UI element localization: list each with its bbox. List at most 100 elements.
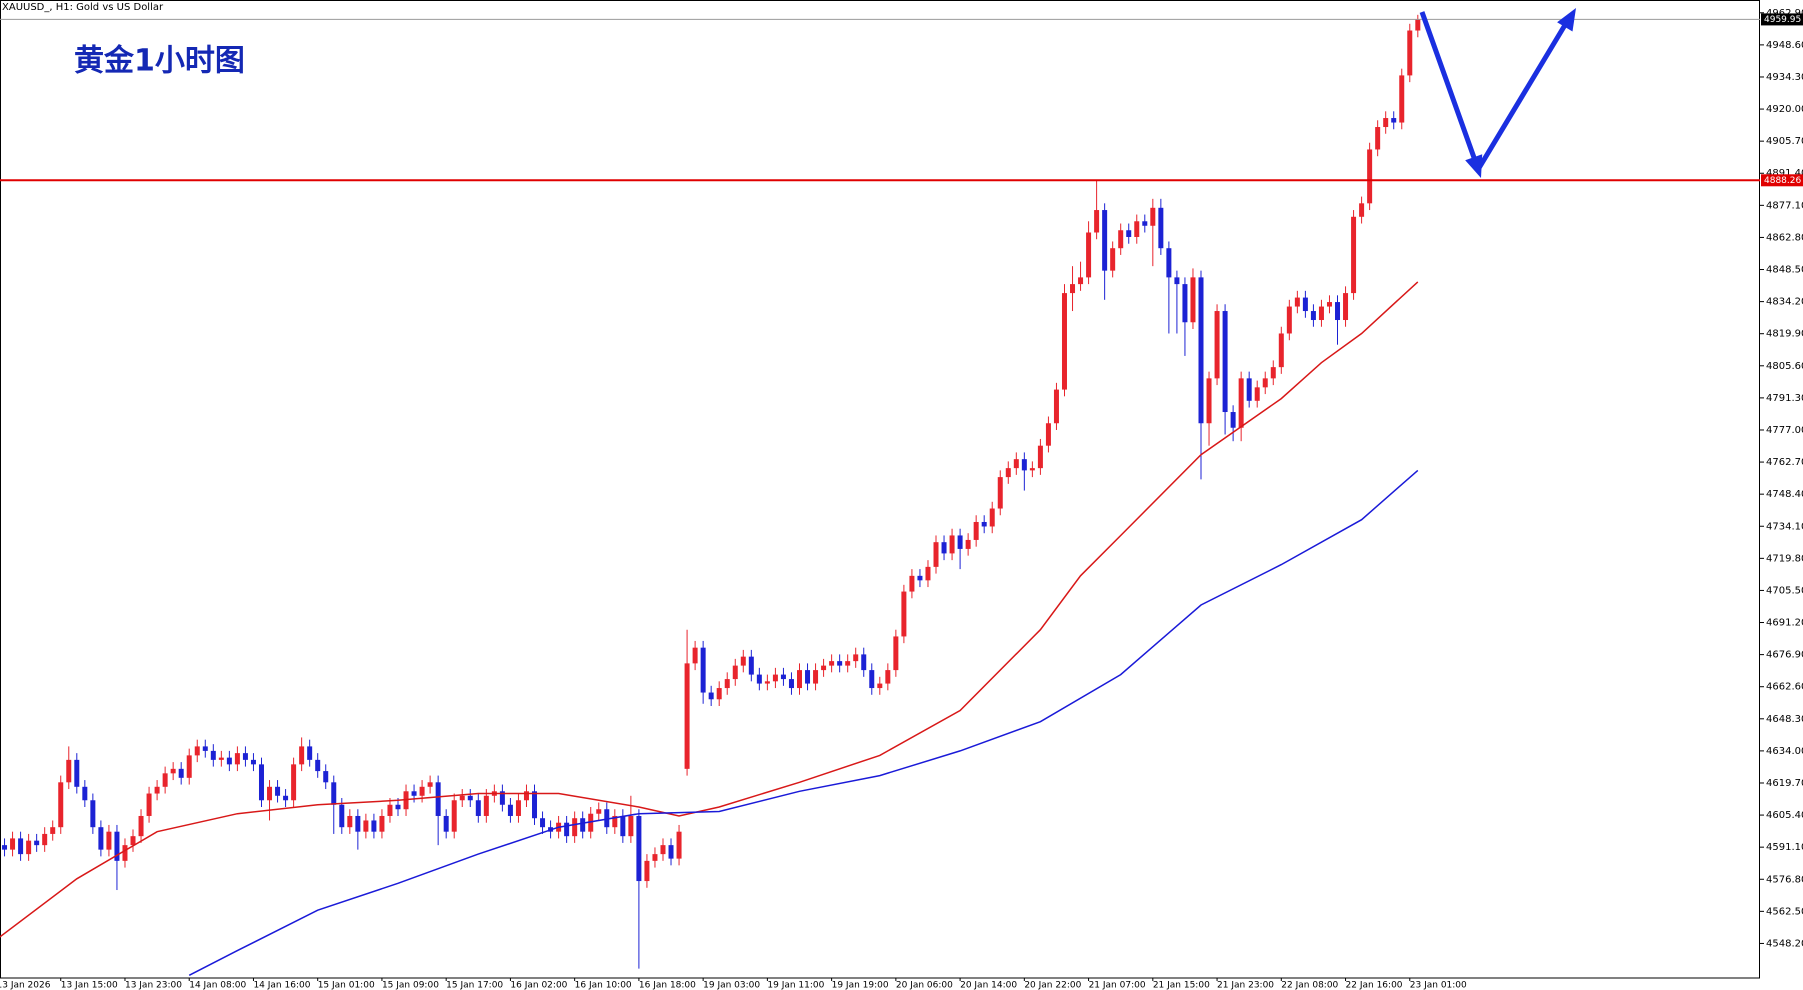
y-tick-label: 4905.70 [1766, 136, 1803, 147]
y-tick-label: 4576.80 [1766, 874, 1803, 885]
candle-body [451, 800, 457, 832]
candle-body [885, 670, 891, 684]
x-tick-label: 16 Jan 10:00 [575, 981, 632, 990]
y-tick-label: 4619.70 [1766, 778, 1803, 789]
candle-body [853, 654, 859, 662]
candle-body [1335, 302, 1341, 321]
candle-body [708, 692, 714, 700]
candle-body [1078, 277, 1084, 285]
candle-body [435, 782, 441, 816]
candle-body [580, 818, 586, 832]
candle-body [1182, 284, 1188, 323]
y-tick-label: 4705.50 [1766, 585, 1803, 596]
candle-body [315, 759, 321, 772]
candle-body [50, 827, 56, 834]
candle-body [291, 764, 297, 801]
y-tick-label: 4762.70 [1766, 457, 1803, 468]
candle-body [1029, 468, 1035, 471]
candle-body [957, 535, 963, 549]
candle-body [26, 840, 32, 855]
candle-body [1318, 306, 1324, 321]
candle-body [788, 679, 794, 689]
candle-body [98, 827, 104, 850]
candle-body [716, 688, 722, 700]
candle-body [130, 836, 136, 846]
candle-body [467, 795, 473, 801]
candle-body [620, 815, 626, 837]
level-price-label: 4888.26 [1764, 176, 1801, 186]
candle-body [764, 681, 770, 684]
candle-body [989, 508, 995, 527]
candle-body [106, 831, 112, 850]
y-tick-label: 4891.40 [1766, 168, 1803, 179]
candle-body [523, 791, 529, 801]
level-price-box [1761, 174, 1803, 187]
candle-body [267, 786, 273, 801]
candle-body [1230, 412, 1236, 428]
y-tick-label: 4662.60 [1766, 682, 1803, 693]
candle-body [307, 746, 313, 760]
plot-layer: 4962.90 4948.60 4934.30 4920.00 4905.70 4891.… [0, 8, 1803, 990]
candle-body [395, 804, 401, 810]
candle-body [515, 800, 521, 816]
candle-body [419, 786, 425, 796]
candle-body [1070, 284, 1076, 294]
candle-body [1399, 75, 1405, 123]
candle-body [1037, 445, 1043, 469]
candle-body [1359, 203, 1365, 217]
candle-body [829, 661, 835, 666]
candle-body [34, 840, 40, 846]
candle-body [740, 656, 746, 666]
candle-body [1375, 127, 1381, 150]
candle-body [283, 795, 289, 801]
candle-body [893, 636, 899, 671]
candle-body [917, 575, 923, 581]
candle-body [258, 764, 264, 801]
candle-body [1351, 216, 1357, 294]
y-tick-label: 4805.60 [1766, 361, 1803, 372]
y-tick-label: 4719.80 [1766, 553, 1803, 564]
x-tick-label: 15 Jan 17:00 [446, 981, 503, 990]
candle-body [1045, 423, 1051, 446]
candle-body [612, 815, 618, 828]
candle-body [933, 542, 939, 567]
candle-body [652, 854, 658, 861]
candle-body [2, 845, 8, 850]
candle-body [427, 782, 433, 787]
candle-body [901, 591, 907, 637]
candle-body [323, 771, 329, 783]
candle-body [1053, 389, 1059, 424]
x-tick-label: 22 Jan 08:00 [1281, 981, 1338, 990]
x-tick-label: 19 Jan 03:00 [703, 981, 760, 990]
candle-body [644, 860, 650, 882]
candle-body [411, 791, 417, 796]
x-tick-label: 13 Jan 15:00 [61, 981, 118, 990]
candle-body [1222, 311, 1228, 413]
candle-body [459, 795, 465, 801]
candle-body [1286, 306, 1292, 334]
x-tick-label: 13 Jan 2026 [0, 981, 51, 990]
candle-body [58, 782, 64, 828]
x-tick-label: 15 Jan 09:00 [382, 981, 439, 990]
candle-body [732, 665, 738, 680]
candle-body [234, 753, 240, 765]
candle-body [1302, 297, 1308, 312]
candle-body [1214, 311, 1220, 379]
candle-body [154, 786, 160, 794]
candle-body [668, 845, 674, 859]
y-tick-label: 4634.00 [1766, 746, 1803, 757]
candle-body [1206, 378, 1212, 424]
last-price-box [1761, 13, 1803, 26]
candle-body [475, 800, 481, 816]
candle-body [949, 535, 955, 554]
candle-body [74, 759, 80, 787]
candle-body [194, 746, 200, 756]
candle-body [572, 818, 578, 837]
chart-title: 黄金1小时图 [74, 44, 245, 79]
x-tick-label: 20 Jan 14:00 [960, 981, 1017, 990]
candle-body [564, 822, 570, 837]
x-tick-label: 21 Jan 07:00 [1089, 981, 1146, 990]
candle-body [1254, 387, 1260, 401]
candle-body [138, 815, 144, 837]
